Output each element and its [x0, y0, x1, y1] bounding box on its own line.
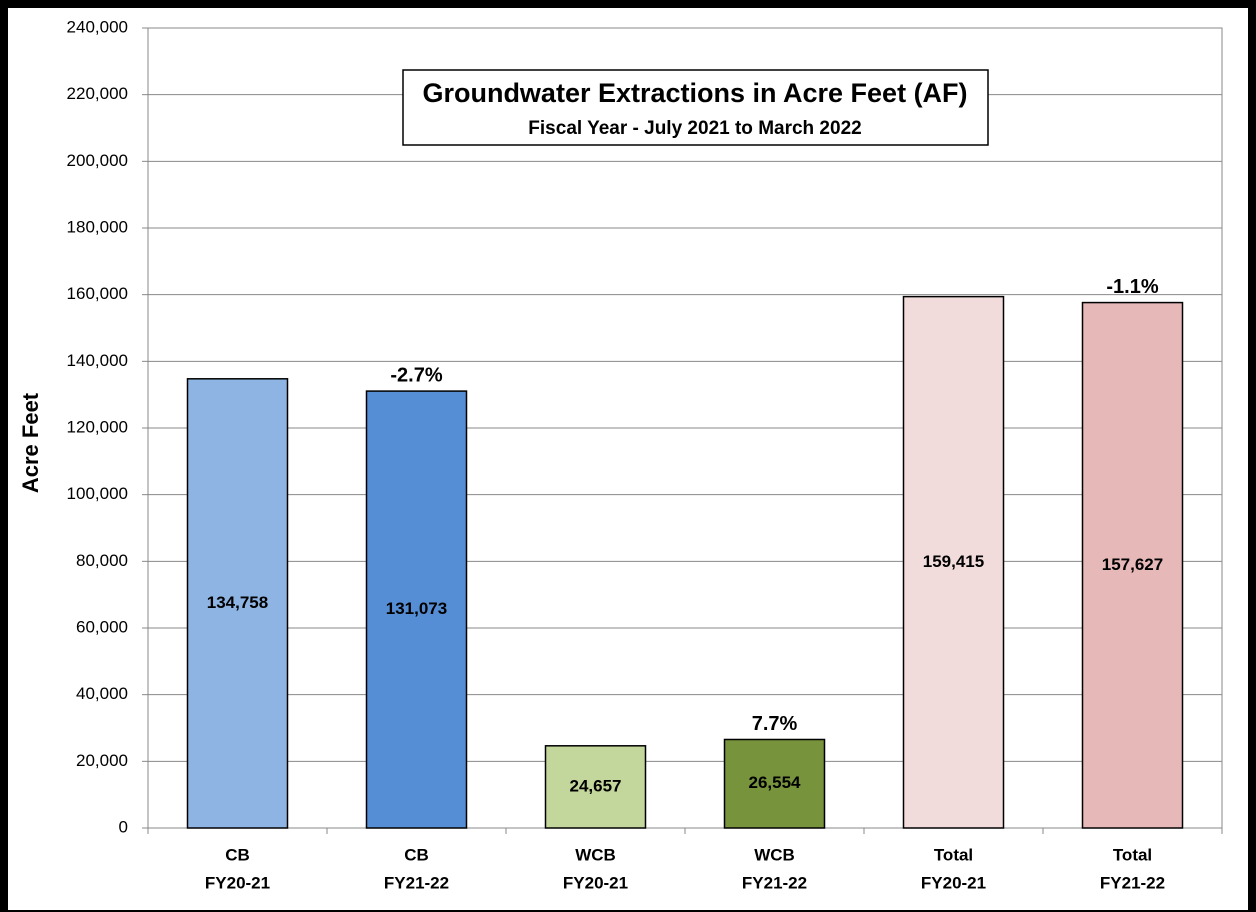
bar: [186, 378, 289, 829]
y-tick-label: 160,000: [67, 284, 128, 303]
y-tick-label: 200,000: [67, 151, 128, 170]
y-tick-label: 80,000: [76, 551, 128, 570]
x-tick-label: FY21-22: [742, 873, 807, 892]
marks: 134,758 131,073 -2.7% 24,657 26,554 7.7% 159,4…: [186, 276, 1184, 829]
title-box: [402, 69, 989, 146]
x-tick-label: WCB: [575, 845, 616, 864]
y-tick-label: 120,000: [67, 417, 128, 436]
change-label: -2.7%: [390, 364, 442, 386]
x-tick-label: FY20-21: [563, 873, 628, 892]
change-label: -1.1%: [1106, 276, 1158, 298]
x-tick-label: CB: [225, 845, 250, 864]
x-tick-label: FY21-22: [1100, 873, 1165, 892]
x-tick-label: FY21-22: [384, 873, 449, 892]
x-tick-label: Total: [1113, 845, 1152, 864]
x-tick-label: WCB: [754, 845, 795, 864]
data-label: 159,415: [923, 552, 984, 571]
y-tick-label: 60,000: [76, 617, 128, 636]
data-label: 26,554: [749, 773, 802, 792]
y-tick-label: 140,000: [67, 351, 128, 370]
y-tick-label: 240,000: [67, 17, 128, 36]
bar: [723, 738, 826, 829]
chart-title: Groundwater Extractions in Acre Feet (AF…: [422, 78, 967, 108]
data-label: 157,627: [1102, 555, 1163, 574]
y-tick-label: 180,000: [67, 217, 128, 236]
y-tick-label: 220,000: [67, 84, 128, 103]
bar: [1081, 301, 1184, 829]
data-label: 134,758: [207, 593, 268, 612]
x-tick-label: CB: [404, 845, 429, 864]
y-axis-label: Acre Feet: [18, 392, 43, 493]
y-tick-label: 0: [119, 817, 128, 836]
x-tick-label: Total: [934, 845, 973, 864]
grid: 0 20,000 40,000 60,000 80,000 100,000 120,000 1…: [67, 17, 1223, 892]
data-label: 24,657: [570, 776, 622, 795]
data-label: 131,073: [386, 599, 447, 618]
y-tick-label: 20,000: [76, 751, 128, 770]
bar: [902, 295, 1005, 829]
y-tick-label: 100,000: [67, 484, 128, 503]
bar: [544, 745, 647, 829]
chart-subtitle: Fiscal Year - July 2021 to March 2022: [528, 118, 861, 139]
change-label: 7.7%: [752, 713, 798, 735]
y-tick-label: 40,000: [76, 684, 128, 703]
x-tick-label: FY20-21: [205, 873, 270, 892]
x-tick-label: FY20-21: [921, 873, 986, 892]
bar: [365, 390, 468, 829]
